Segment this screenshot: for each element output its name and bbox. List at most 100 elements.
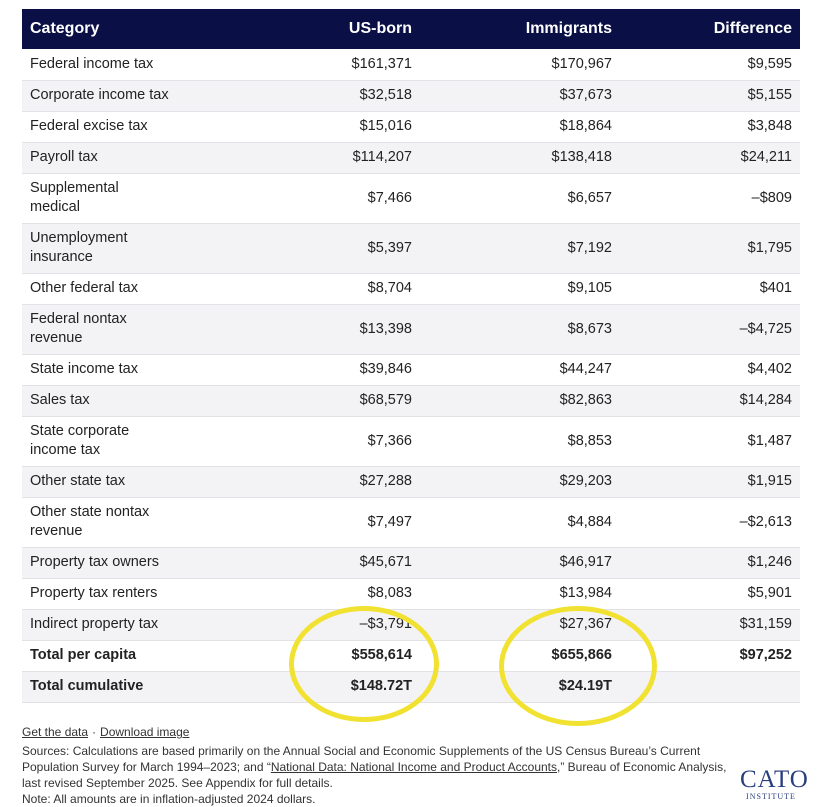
- cell-immigrants: $44,247: [420, 354, 620, 386]
- cell-difference: $3,848: [620, 111, 800, 143]
- cell-us-born: $114,207: [252, 142, 420, 174]
- cell-category: State corporate income tax: [22, 416, 252, 467]
- cell-difference: $9,595: [620, 49, 800, 81]
- cell-us-born: $27,288: [252, 466, 420, 498]
- cell-difference: $5,901: [620, 578, 800, 610]
- cell-immigrants: $138,418: [420, 142, 620, 174]
- table-row: Federal excise tax $15,016 $18,864 $3,84…: [22, 111, 800, 143]
- cell-difference: $401: [620, 273, 800, 305]
- header-category: Category: [30, 20, 100, 37]
- sources-text-a: Sources: Calculations are based primaril…: [22, 744, 701, 774]
- header-us-born: US-born: [348, 20, 412, 37]
- cell-us-born: $68,579: [252, 385, 420, 417]
- cell-us-born: $8,083: [252, 578, 420, 610]
- cell-us-born: $148.72T: [252, 671, 420, 703]
- cell-difference: $97,252: [620, 640, 800, 672]
- table-row: Federal nontax revenue $13,398 $8,673 –$…: [22, 304, 800, 355]
- cell-immigrants: $8,673: [420, 304, 620, 355]
- cell-category: Federal excise tax: [22, 111, 252, 143]
- table-row: Property tax renters $8,083 $13,984 $5,9…: [22, 578, 800, 610]
- cell-immigrants: $24.19T: [420, 671, 620, 703]
- sources-text: Sources: Calculations are based primaril…: [22, 743, 742, 791]
- cell-immigrants: $655,866: [420, 640, 620, 672]
- cell-us-born: $7,497: [252, 497, 420, 548]
- cato-logo: CATO INSTITUTE: [740, 766, 809, 801]
- cell-us-born: $45,671: [252, 547, 420, 579]
- header-difference: Difference: [713, 20, 792, 37]
- logo-wordmark: CATO: [740, 766, 809, 793]
- cell-us-born: $39,846: [252, 354, 420, 386]
- cell-immigrants: $4,884: [420, 497, 620, 548]
- link-separator: ·: [92, 725, 97, 739]
- cell-immigrants: $170,967: [420, 49, 620, 81]
- cell-category: Other state nontax revenue: [22, 497, 252, 548]
- table-row: Other state tax $27,288 $29,203 $1,915: [22, 466, 800, 498]
- cell-immigrants: $18,864: [420, 111, 620, 143]
- cell-difference: $5,155: [620, 80, 800, 112]
- sources-nipa-link[interactable]: National Data: National Income and Produ…: [270, 760, 557, 774]
- table-row: Other state nontax revenue $7,497 $4,884…: [22, 497, 800, 548]
- cell-difference: $1,246: [620, 547, 800, 579]
- cell-us-born: $13,398: [252, 304, 420, 355]
- cell-immigrants: $82,863: [420, 385, 620, 417]
- cell-category: Unemployment insurance: [22, 223, 252, 274]
- table-row: State income tax $39,846 $44,247 $4,402: [22, 354, 800, 386]
- cell-difference: $24,211: [620, 142, 800, 174]
- table-row: Payroll tax $114,207 $138,418 $24,211: [22, 142, 800, 174]
- cell-category: Sales tax: [22, 385, 252, 417]
- cell-difference: $14,284: [620, 385, 800, 417]
- table-row: Federal income tax $161,371 $170,967 $9,…: [22, 49, 800, 81]
- cell-category: Corporate income tax: [22, 80, 252, 112]
- cell-category: State income tax: [22, 354, 252, 386]
- cell-category: Total cumulative: [22, 671, 252, 703]
- table-row: Property tax owners $45,671 $46,917 $1,2…: [22, 547, 800, 579]
- cell-category: Payroll tax: [22, 142, 252, 174]
- cell-category: Total per capita: [22, 640, 252, 672]
- cell-immigrants: $9,105: [420, 273, 620, 305]
- cell-us-born: $7,366: [252, 416, 420, 467]
- cell-difference: $4,402: [620, 354, 800, 386]
- cell-difference: [620, 671, 800, 703]
- cell-immigrants: $27,367: [420, 609, 620, 641]
- cell-category: Other federal tax: [22, 273, 252, 305]
- total-per-capita-row: Total per capita $558,614 $655,866 $97,2…: [22, 640, 800, 672]
- cell-category: Indirect property tax: [22, 609, 252, 641]
- get-data-link[interactable]: Get the data: [22, 725, 89, 739]
- cell-difference: –$809: [620, 173, 800, 224]
- cell-immigrants: $37,673: [420, 80, 620, 112]
- cell-us-born: $15,016: [252, 111, 420, 143]
- cell-category: Supplemental medical: [22, 173, 252, 224]
- data-table-container: Category US-born Immigrants Difference F…: [22, 9, 800, 703]
- cell-category: Property tax owners: [22, 547, 252, 579]
- logo-subtitle: INSTITUTE: [746, 792, 796, 801]
- table-row: Supplemental medical $7,466 $6,657 –$809: [22, 173, 800, 224]
- cell-difference: $1,487: [620, 416, 800, 467]
- table-header-row: Category US-born Immigrants Difference: [22, 9, 800, 49]
- cell-us-born: $161,371: [252, 49, 420, 81]
- cell-us-born: –$3,791: [252, 609, 420, 641]
- cell-us-born: $5,397: [252, 223, 420, 274]
- table-row: State corporate income tax $7,366 $8,853…: [22, 416, 800, 467]
- cell-difference: –$2,613: [620, 497, 800, 548]
- table-row: Indirect property tax –$3,791 $27,367 $3…: [22, 609, 800, 641]
- cell-immigrants: $6,657: [420, 173, 620, 224]
- download-image-link[interactable]: Download image: [100, 725, 190, 739]
- footer: Get the data · Download image Sources: Cal…: [22, 724, 742, 807]
- cell-us-born: $558,614: [252, 640, 420, 672]
- cell-category: Property tax renters: [22, 578, 252, 610]
- cell-category: Other state tax: [22, 466, 252, 498]
- total-cumulative-row: Total cumulative $148.72T $24.19T: [22, 671, 800, 703]
- table-row: Corporate income tax $32,518 $37,673 $5,…: [22, 80, 800, 112]
- cell-category: Federal income tax: [22, 49, 252, 81]
- cell-us-born: $32,518: [252, 80, 420, 112]
- cell-difference: –$4,725: [620, 304, 800, 355]
- cell-immigrants: $8,853: [420, 416, 620, 467]
- sources-text-b: ,” Bureau of Economic Analysis, last rev…: [22, 760, 727, 790]
- tax-revenue-table: Category US-born Immigrants Difference F…: [22, 9, 800, 703]
- header-immigrants: Immigrants: [525, 20, 612, 37]
- cell-difference: $1,915: [620, 466, 800, 498]
- cell-immigrants: $13,984: [420, 578, 620, 610]
- table-row: Unemployment insurance $5,397 $7,192 $1,…: [22, 223, 800, 274]
- cell-us-born: $8,704: [252, 273, 420, 305]
- table-row: Sales tax $68,579 $82,863 $14,284: [22, 385, 800, 417]
